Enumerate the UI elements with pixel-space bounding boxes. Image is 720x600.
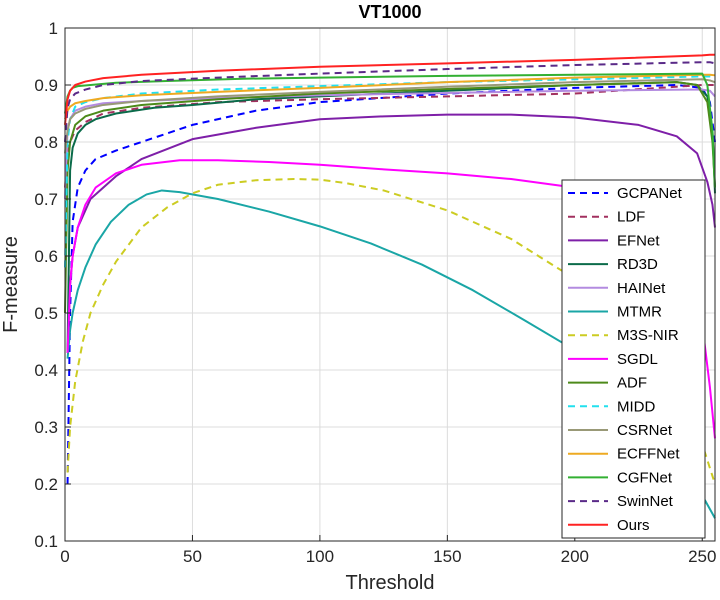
y-tick-label: 0.1 — [34, 532, 58, 551]
x-axis-label: Threshold — [346, 572, 435, 594]
y-tick-label: 0.6 — [34, 247, 58, 266]
y-tick-label: 1 — [49, 19, 58, 38]
series-line-m3s-nir — [66, 178, 716, 485]
x-tick-label: 50 — [183, 547, 202, 566]
legend-label-cgfnet: CGFNet — [617, 469, 673, 486]
chart-title: VT1000 — [358, 2, 421, 22]
legend-label-hainet: HAINet — [617, 280, 666, 297]
legend-label-csrnet: CSRNet — [617, 422, 673, 439]
legend-label-efnet: EFNet — [617, 232, 660, 249]
y-tick-label: 0.4 — [34, 361, 58, 380]
y-tick-label: 0.9 — [34, 76, 58, 95]
legend-label-sgdl: SGDL — [617, 351, 658, 368]
y-tick-label: 0.2 — [34, 475, 58, 494]
y-axis-label: F-measure — [0, 236, 22, 333]
x-tick-label: 250 — [688, 547, 716, 566]
y-tick-label: 0.3 — [34, 418, 58, 437]
legend-label-midd: MIDD — [617, 398, 655, 415]
legend: GCPANet LDF EFNet RD3D HAINet MTMR M3S-NIR SGDL… — [561, 179, 706, 539]
legend-label-m3s-nir: M3S-NIR — [617, 327, 679, 344]
series-line-ours — [64, 53, 715, 125]
series-line-swinnet — [64, 61, 716, 143]
legend-label-gcpanet: GCPANet — [617, 185, 683, 202]
series-line-csrnet — [64, 78, 716, 154]
y-tick-label: 0.7 — [34, 190, 58, 209]
series-line-adf — [64, 81, 716, 314]
y-tick-labels: 0.1 0.2 0.3 0.4 0.5 0.6 0.7 0.8 0.9 1 — [34, 19, 58, 551]
y-tick-label: 0.8 — [34, 133, 58, 152]
legend-label-swinnet: SwinNet — [617, 493, 674, 510]
legend-label-ecffnet: ECFFNet — [617, 446, 680, 463]
y-tick-label: 0.5 — [34, 304, 58, 323]
legend-label-rd3d: RD3D — [617, 256, 658, 273]
x-tick-label: 100 — [306, 547, 334, 566]
x-tick-label: 150 — [433, 547, 461, 566]
x-tick-label: 0 — [60, 547, 69, 566]
legend-label-ldf: LDF — [617, 209, 645, 226]
x-tick-labels: 0 50 100 150 200 250 — [60, 547, 716, 566]
legend-label-ours: Ours — [617, 517, 650, 534]
series-line-ecffnet — [64, 73, 716, 120]
legend-label-adf: ADF — [617, 375, 647, 392]
series-layer — [64, 53, 716, 519]
axes-box — [64, 27, 716, 542]
x-tick-label: 200 — [561, 547, 589, 566]
legend-label-mtmr: MTMR — [617, 304, 662, 321]
